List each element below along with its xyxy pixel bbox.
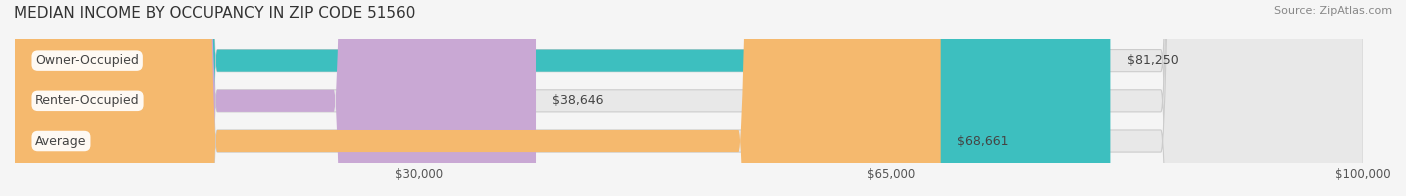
FancyBboxPatch shape (15, 0, 1364, 196)
Text: Owner-Occupied: Owner-Occupied (35, 54, 139, 67)
Text: $68,661: $68,661 (957, 134, 1008, 148)
FancyBboxPatch shape (15, 0, 1364, 196)
Text: Renter-Occupied: Renter-Occupied (35, 94, 139, 107)
Text: MEDIAN INCOME BY OCCUPANCY IN ZIP CODE 51560: MEDIAN INCOME BY OCCUPANCY IN ZIP CODE 5… (14, 6, 415, 21)
Text: $38,646: $38,646 (553, 94, 603, 107)
FancyBboxPatch shape (15, 0, 941, 196)
FancyBboxPatch shape (15, 0, 1111, 196)
Text: Source: ZipAtlas.com: Source: ZipAtlas.com (1274, 6, 1392, 16)
Text: $81,250: $81,250 (1126, 54, 1178, 67)
FancyBboxPatch shape (15, 0, 536, 196)
FancyBboxPatch shape (15, 0, 1364, 196)
Text: Average: Average (35, 134, 87, 148)
